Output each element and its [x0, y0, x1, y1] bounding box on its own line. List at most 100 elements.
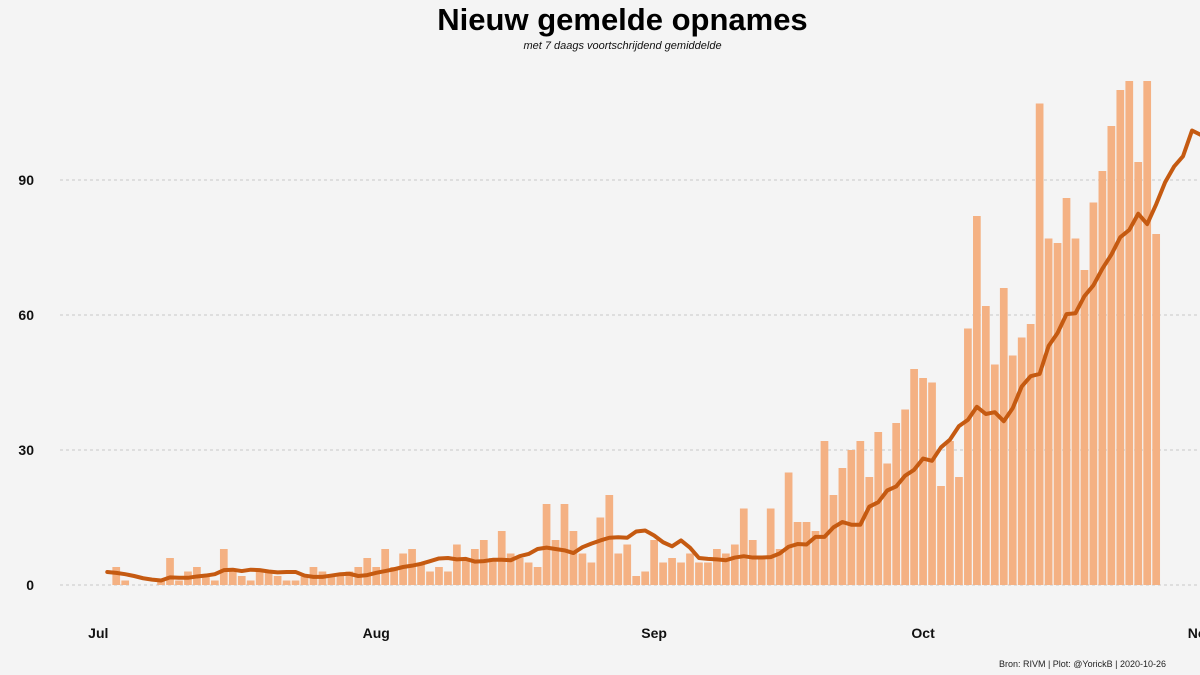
bar [246, 580, 255, 585]
bar [1080, 270, 1089, 585]
bar [273, 576, 282, 585]
x-tick-label: Jul [88, 625, 108, 641]
bar [901, 409, 910, 585]
bar [1098, 171, 1107, 585]
bar [784, 472, 793, 585]
bar [623, 544, 632, 585]
bar [811, 531, 820, 585]
bar [202, 576, 210, 585]
bar [524, 562, 533, 585]
bar [999, 288, 1008, 585]
bar [175, 580, 183, 585]
bar [551, 540, 560, 585]
bar [981, 306, 990, 585]
chart-title: Nieuw gemelde opnames [437, 2, 808, 37]
bar [426, 571, 434, 585]
x-axis: Jul Aug Sep Oct Nov [88, 625, 1200, 641]
bar [1116, 90, 1125, 585]
bar [560, 504, 569, 585]
bar [964, 328, 972, 585]
bar [1134, 162, 1143, 585]
bar [874, 432, 883, 585]
bar [605, 495, 614, 585]
bar [506, 553, 515, 585]
bar [928, 382, 936, 585]
bar [533, 567, 542, 585]
bar [372, 567, 381, 585]
bar [937, 486, 945, 585]
x-tick-label: Sep [641, 625, 667, 641]
bar [453, 544, 461, 585]
y-tick-label: 90 [18, 172, 34, 188]
bar [686, 553, 694, 585]
bar [955, 477, 963, 585]
bar [282, 580, 291, 585]
bar [381, 549, 390, 585]
bar [237, 576, 246, 585]
bar [632, 576, 641, 585]
bar [1026, 324, 1035, 585]
bar [264, 571, 273, 585]
bar [919, 378, 927, 585]
bar [121, 580, 130, 585]
bar [470, 549, 479, 585]
bar [1089, 202, 1098, 585]
bar [488, 558, 497, 585]
bar [417, 562, 425, 585]
bar [1125, 81, 1134, 585]
bar [910, 369, 918, 585]
bar [300, 576, 309, 585]
bar [677, 562, 685, 585]
bar [990, 364, 999, 585]
x-tick-label: Aug [363, 625, 390, 641]
bar [1017, 337, 1026, 585]
moving-average-series [105, 128, 1200, 583]
bar [1044, 238, 1053, 585]
bar [1053, 243, 1062, 585]
y-tick-label: 30 [18, 442, 34, 458]
bar [596, 517, 605, 585]
bar [847, 450, 856, 585]
bar [668, 558, 676, 585]
bar [578, 553, 587, 585]
bar [363, 558, 372, 585]
bar [390, 567, 398, 585]
bar [345, 571, 354, 585]
bar [1143, 81, 1152, 585]
bar [713, 549, 721, 585]
source-caption: Bron: RIVM | Plot: @YorickB | 2020-10-26 [998, 659, 1166, 669]
bar [157, 580, 165, 585]
bar [112, 567, 121, 585]
bar [210, 580, 219, 585]
bar [641, 571, 650, 585]
bar [336, 576, 345, 585]
bar [793, 522, 802, 585]
bar [820, 441, 829, 585]
bar [327, 576, 336, 585]
bar [462, 558, 470, 585]
bar [766, 508, 775, 585]
bar [829, 495, 838, 585]
bar [614, 553, 623, 585]
bar [775, 549, 784, 585]
bar [587, 562, 596, 585]
bar [838, 468, 847, 585]
bar [650, 540, 658, 585]
bar [659, 562, 667, 585]
x-tick-label: Oct [911, 625, 935, 641]
bar [973, 216, 981, 585]
bar [255, 571, 264, 585]
bar [166, 558, 174, 585]
bar [695, 562, 703, 585]
bar [1062, 198, 1071, 585]
bar [721, 553, 730, 585]
bar [946, 441, 954, 585]
bar [865, 477, 874, 585]
bar [739, 508, 748, 585]
bar [569, 531, 578, 585]
bar-series [112, 81, 1161, 585]
y-tick-label: 60 [18, 307, 34, 323]
y-tick-label: 0 [26, 577, 34, 593]
bar [1152, 234, 1161, 585]
bar [1107, 126, 1116, 585]
